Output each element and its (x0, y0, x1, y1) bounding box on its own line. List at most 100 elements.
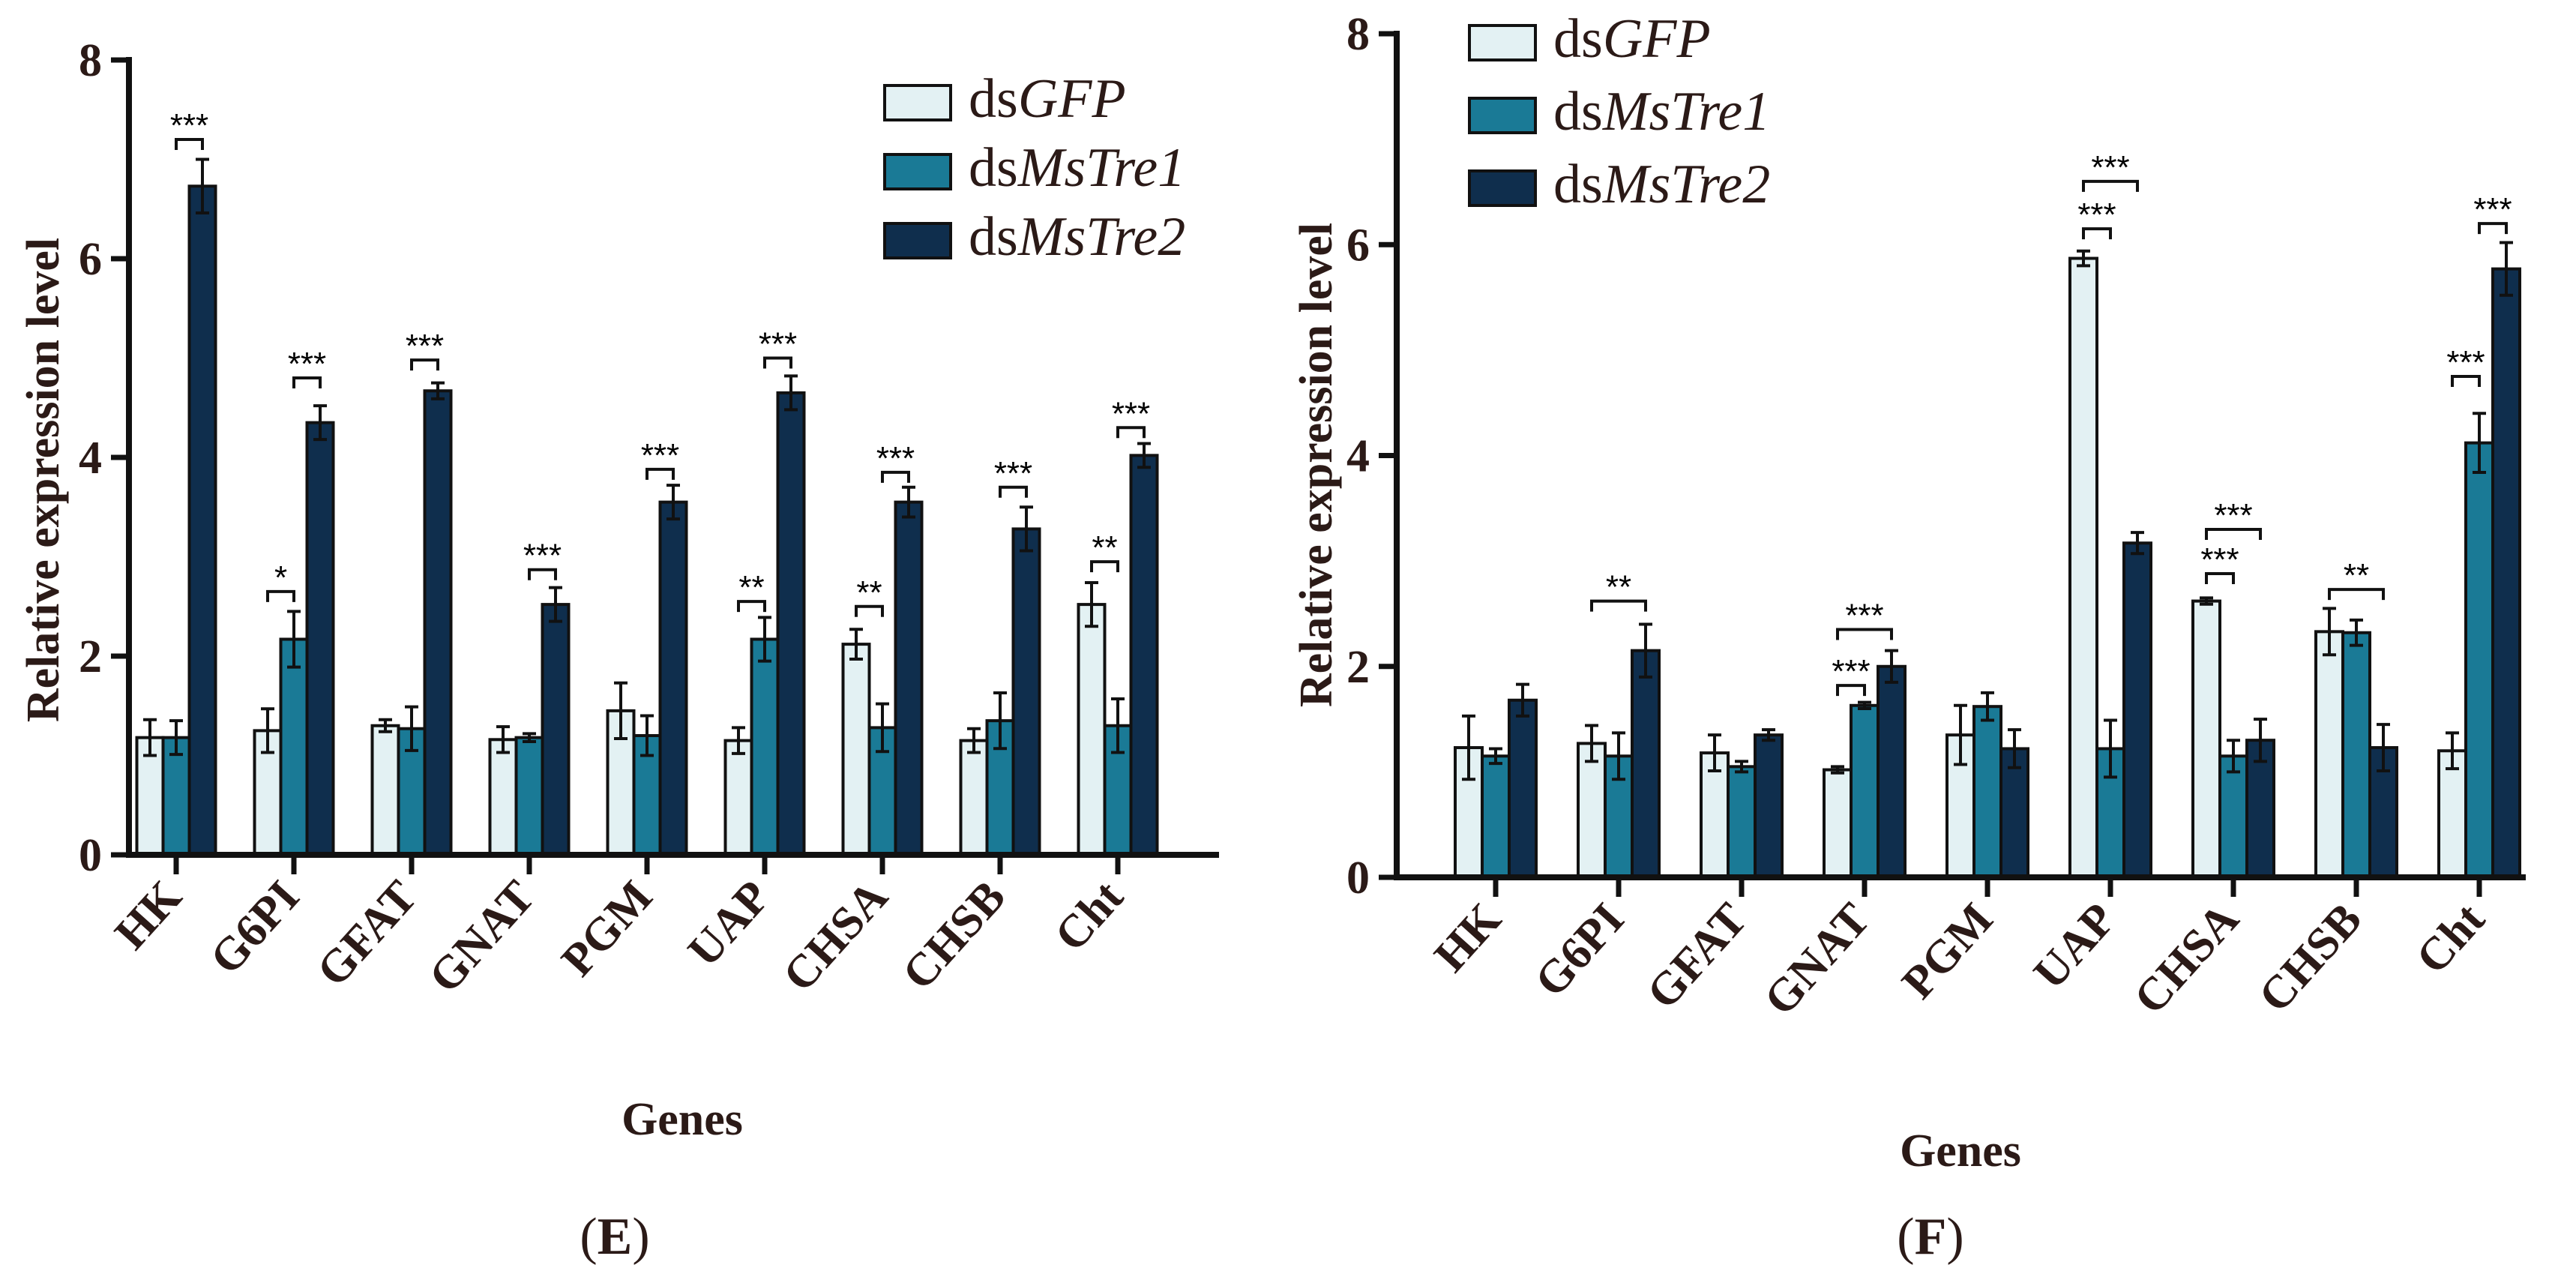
error-bar (1954, 703, 1967, 766)
bar-gnat-dsmstre2 (1877, 664, 1907, 879)
x-tick-label-gfat: GFAT (1637, 894, 1757, 1019)
significance-label: *** (2446, 344, 2485, 381)
error-bar (2077, 249, 2090, 268)
significance-label: *** (994, 455, 1032, 492)
significance-label: *** (288, 346, 326, 382)
significance-bracket (2205, 572, 2235, 584)
bar-gnat-dsmstre1 (514, 736, 544, 857)
significance-label: *** (1832, 653, 1870, 690)
x-tick-label-cht: Cht (1045, 871, 1134, 961)
significance-label: *** (1845, 598, 1883, 634)
significance-bracket (2205, 527, 2262, 540)
bar-pgm-dsmstre1 (1972, 705, 2002, 879)
panel-label: (F) (1897, 1208, 1963, 1266)
error-bar (2200, 596, 2213, 606)
significance-label: *** (876, 440, 915, 477)
significance-bracket (292, 376, 322, 388)
significance-bracket (2478, 222, 2508, 235)
bar-cht-dsmstre2 (2491, 267, 2521, 879)
bar-chsb-dsmstre2 (1011, 527, 1041, 857)
legend-label-dsmstre2: dsMsTre2 (969, 206, 1185, 268)
significance-label: *** (2091, 149, 2129, 186)
x-tick-label-cht: Cht (2407, 894, 2495, 984)
y-axis-label: Relative expression level (18, 238, 69, 722)
legend-swatch-dsgfp (1468, 24, 1537, 61)
error-bar (1885, 649, 1898, 684)
bar-uap-dsgfp (2068, 256, 2098, 879)
legend-label-dsgfp: dsGFP (1553, 8, 1711, 70)
significance-label: * (274, 559, 287, 596)
error-bar (287, 610, 301, 669)
error-bar (2377, 723, 2390, 772)
significance-bracket (1836, 684, 1866, 697)
bar-gnat-dsgfp (1823, 768, 1853, 879)
significance-label: ** (738, 569, 764, 606)
bar-cht-dsmstre1 (2464, 441, 2494, 879)
error-bar (993, 691, 1007, 751)
significance-bracket (2328, 588, 2385, 601)
error-bar (666, 484, 680, 521)
error-bar (876, 702, 889, 754)
error-bar (1612, 731, 1625, 781)
legend-label-dsmstre2: dsMsTre2 (1553, 154, 1770, 215)
bar-hk-dsmstre2 (187, 184, 217, 856)
significance-bracket (1090, 560, 1119, 573)
error-bar (1735, 760, 1748, 774)
bar-chsa-dsgfp (2191, 599, 2221, 879)
bar-pgm-dsmstre2 (658, 500, 688, 856)
bar-uap-dsmstre2 (2122, 541, 2152, 879)
bar-gfat-dsmstre2 (1754, 733, 1784, 879)
bar-gnat-dsgfp (488, 738, 518, 856)
significance-bracket (1836, 628, 1893, 640)
significance-label: ** (1092, 529, 1117, 566)
y-tick-label: 4 (1346, 431, 1370, 482)
significance-label: ** (1606, 569, 1631, 606)
bar-cht-dsgfp (1077, 603, 1107, 856)
error-bar (2008, 728, 2021, 769)
bar-hk-dsmstre1 (1481, 754, 1511, 879)
x-tick-label-chsb: CHSB (893, 871, 1016, 1000)
legend-label-dsgfp: dsGFP (969, 68, 1126, 130)
panel-letter: E (598, 1208, 633, 1266)
bar-gnat-dsmstre1 (1850, 703, 1880, 879)
panel-letter: F (1915, 1208, 1947, 1266)
significance-bracket (2082, 179, 2139, 192)
panel-label: (E) (580, 1208, 649, 1266)
significance-bracket (881, 470, 910, 483)
bar-cht-dsmstre2 (1129, 454, 1159, 856)
bar-chsb-dsgfp (2314, 630, 2344, 879)
significance-label: *** (1112, 395, 1150, 432)
x-tick-label-gfat: GFAT (307, 871, 427, 997)
bar-uap-dsmstre2 (776, 391, 806, 856)
significance-bracket (999, 485, 1028, 498)
significance-bracket (1116, 426, 1146, 439)
bar-gfat-dsgfp (370, 724, 400, 856)
y-tick-label: 6 (79, 234, 102, 285)
error-bar (1981, 691, 1994, 722)
significance-bracket (410, 358, 439, 371)
significance-label: *** (170, 107, 208, 144)
significance-label: *** (2473, 191, 2512, 228)
bar-g6pi-dsmstre1 (279, 637, 309, 856)
error-bar (2104, 718, 2117, 779)
error-bar (1020, 505, 1033, 553)
error-bar (431, 381, 445, 400)
y-tick-label: 0 (1346, 853, 1370, 904)
bar-g6pi-dsmstre2 (305, 421, 335, 856)
error-bar (549, 586, 562, 623)
legend-swatch-dsmstre2 (883, 222, 952, 259)
x-tick-label-uap: UAP (678, 871, 780, 976)
error-bar (261, 707, 274, 754)
error-bar (496, 725, 510, 754)
error-bar (1585, 724, 1598, 763)
error-bar (1516, 682, 1529, 718)
significance-label: *** (2077, 196, 2116, 233)
y-tick-label: 6 (1346, 220, 1370, 271)
significance-bracket (528, 568, 557, 580)
x-tick-label-uap: UAP (2024, 894, 2126, 999)
error-bar (1085, 580, 1098, 628)
x-tick-label-g6pi: G6PI (1525, 894, 1634, 1006)
error-bar (758, 616, 771, 663)
bar-chsa-dsmstre1 (2218, 754, 2248, 879)
